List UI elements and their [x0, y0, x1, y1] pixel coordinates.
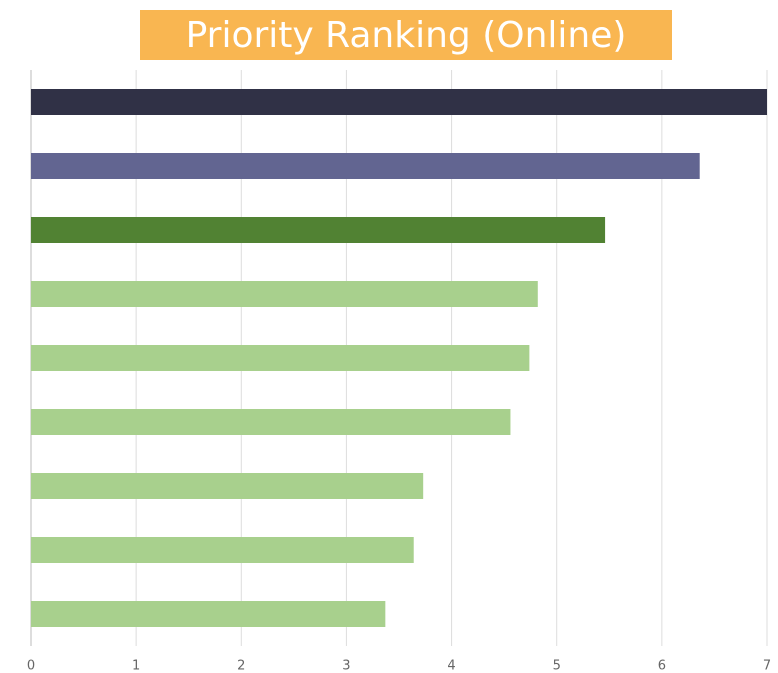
x-tick-label: 1 — [132, 659, 140, 673]
x-tick-label: 4 — [447, 659, 455, 673]
chart-title: Priority Ranking (Online) — [186, 15, 627, 56]
x-tick-label: 2 — [237, 659, 245, 673]
bar — [31, 281, 538, 307]
x-tick-label: 5 — [553, 659, 561, 673]
title-box — [140, 10, 672, 60]
x-tick-label: 7 — [763, 659, 771, 673]
x-tick-label: 6 — [658, 659, 666, 673]
bar — [31, 537, 414, 563]
bar — [31, 473, 424, 499]
bar — [31, 153, 700, 179]
bar — [31, 89, 767, 115]
bar — [31, 601, 386, 627]
x-tick-label: 3 — [342, 659, 350, 673]
x-tick-label: 0 — [27, 659, 35, 673]
bar — [31, 345, 530, 371]
bar — [31, 217, 606, 243]
bar — [31, 409, 511, 435]
